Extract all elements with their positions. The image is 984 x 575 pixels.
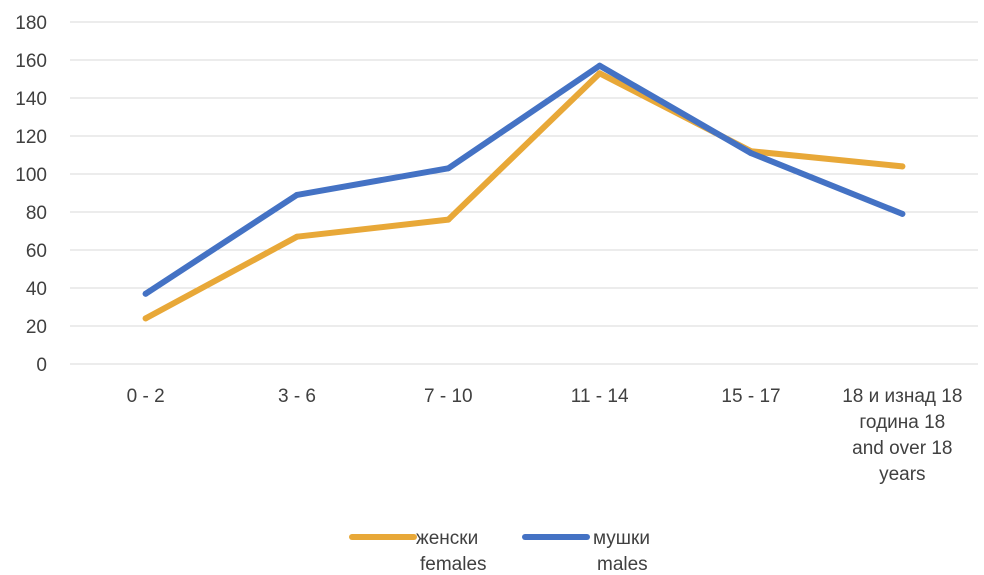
x-tick-label: 18 и изнад 18 година 18 and over 18 years — [842, 386, 962, 485]
legend: женски females мушки males — [349, 528, 650, 575]
y-tick-label: 60 — [26, 241, 47, 262]
data-point — [142, 290, 149, 297]
x-tick-label: 15 - 17 — [721, 386, 780, 407]
y-tick-label: 160 — [15, 51, 47, 72]
x-tick-label-line: 3 - 6 — [278, 386, 316, 407]
legend-label: женски females — [416, 528, 487, 575]
y-tick-label: 20 — [26, 317, 47, 338]
legend-label-line: женски — [416, 528, 478, 549]
x-tick-label-line: 7 - 10 — [424, 386, 473, 407]
x-tick-label-line: година 18 — [859, 412, 945, 433]
x-tick-label: 3 - 6 — [278, 386, 316, 407]
y-tick-label: 40 — [26, 279, 47, 300]
data-point — [596, 62, 603, 69]
data-point — [142, 315, 149, 322]
x-tick-label-line: 0 - 2 — [127, 386, 165, 407]
legend-label-line: males — [597, 554, 648, 575]
x-tick-label-line: and over 18 — [852, 438, 952, 459]
data-point — [596, 70, 603, 77]
y-tick-label: 100 — [15, 165, 47, 186]
legend-label: мушки males — [593, 528, 650, 575]
y-tick-label: 140 — [15, 89, 47, 110]
data-point — [899, 210, 906, 217]
legend-label-line: мушки — [593, 528, 650, 549]
data-point — [899, 163, 906, 170]
gridlines — [70, 21, 978, 365]
x-tick-label: 11 - 14 — [571, 386, 629, 407]
x-axis: 0 - 2 3 - 6 7 - 10 11 - 14 15 - 17 18 и изнад… — [127, 386, 963, 485]
y-tick-label: 0 — [36, 355, 47, 376]
data-point — [445, 165, 452, 172]
y-tick-label: 120 — [15, 127, 47, 148]
series-lines — [142, 62, 906, 322]
x-tick-label: 0 - 2 — [127, 386, 165, 407]
series-line-1 — [142, 62, 906, 297]
y-tick-label: 180 — [15, 13, 47, 34]
data-point — [294, 233, 300, 240]
y-axis: 0 20 40 60 80 100 120 140 160 180 — [15, 13, 47, 376]
x-tick-label-line: 11 - 14 — [571, 386, 629, 407]
series-line-0 — [142, 70, 906, 322]
data-point — [445, 216, 452, 223]
data-point — [294, 191, 300, 198]
x-tick-label-line: years — [879, 464, 925, 485]
data-point — [748, 150, 754, 157]
y-tick-label: 80 — [26, 203, 47, 224]
x-tick-label-line: 15 - 17 — [721, 386, 780, 407]
legend-label-line: females — [420, 554, 487, 575]
x-tick-label: 7 - 10 — [424, 386, 473, 407]
x-tick-label-line: 18 и изнад 18 — [842, 386, 962, 407]
